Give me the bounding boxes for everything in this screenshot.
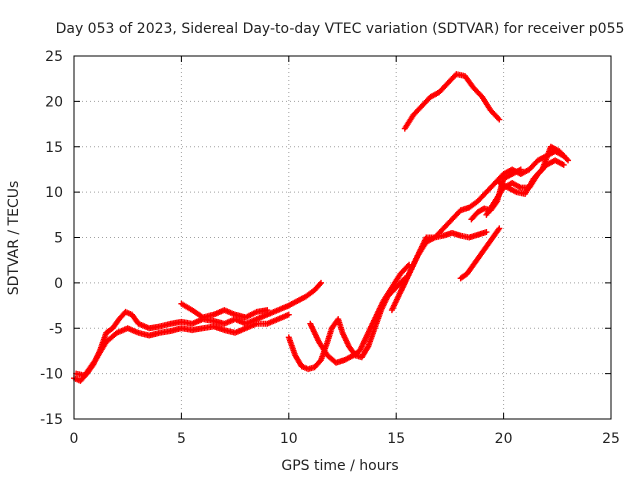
x-tick-label: 5 <box>177 431 186 447</box>
x-tick-label: 25 <box>602 431 620 447</box>
data-series <box>307 261 413 366</box>
data-series <box>178 300 271 321</box>
data-point <box>483 229 490 236</box>
data-point <box>316 281 323 288</box>
data-point <box>285 311 292 318</box>
data-point <box>563 156 570 163</box>
y-tick-label: 25 <box>45 49 63 65</box>
data-points <box>71 71 572 384</box>
data-point <box>496 116 503 123</box>
data-point <box>318 279 325 286</box>
data-series <box>468 166 524 223</box>
data-point <box>565 157 572 164</box>
data-series <box>496 143 572 197</box>
y-tick-label: 0 <box>54 276 63 292</box>
data-series <box>457 225 503 282</box>
data-series <box>71 279 325 384</box>
data-point <box>264 307 271 314</box>
plot-frame <box>73 55 612 420</box>
grid <box>74 56 611 419</box>
y-tick-label: 5 <box>54 231 63 247</box>
x-axis-label: GPS time / hours <box>281 458 398 474</box>
data-series <box>483 157 567 218</box>
y-tick-label: 10 <box>45 185 63 201</box>
data-point <box>495 226 502 233</box>
data-point <box>496 225 503 232</box>
data-series <box>73 311 292 379</box>
chart-title: Day 053 of 2023, Sidereal Day-to-day VTE… <box>56 21 625 37</box>
tick-labels: 0 5 10 15 20 25 -15 -10 -5 0 5 10 15 20 25 <box>40 49 620 447</box>
y-axis-label: SDTVAR / TECUs <box>6 181 22 296</box>
data-point <box>517 166 524 173</box>
data-series <box>397 148 567 295</box>
y-tick-label: -5 <box>49 321 63 337</box>
data-series <box>401 71 503 132</box>
data-point <box>495 115 502 122</box>
y-tick-label: -15 <box>40 412 63 428</box>
x-tick-label: 20 <box>495 431 513 447</box>
x-tick-label: 0 <box>70 431 79 447</box>
data-point <box>560 161 567 168</box>
x-tick-label: 15 <box>387 431 405 447</box>
x-tick-label: 10 <box>280 431 298 447</box>
y-tick-label: -10 <box>40 367 63 383</box>
y-tick-label: 15 <box>45 140 63 156</box>
y-tick-label: 20 <box>45 94 63 110</box>
